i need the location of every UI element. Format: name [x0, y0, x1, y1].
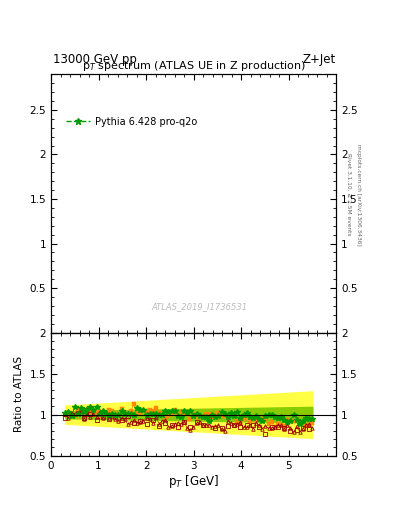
- Text: Z+Jet: Z+Jet: [303, 53, 336, 66]
- Legend: Pythia 6.428 pro-q2o: Pythia 6.428 pro-q2o: [62, 113, 201, 131]
- Text: Rivet 3.1.10, ≥ 2.5M events: Rivet 3.1.10, ≥ 2.5M events: [346, 153, 351, 236]
- Y-axis label: Ratio to ATLAS: Ratio to ATLAS: [14, 356, 24, 432]
- Text: ATLAS_2019_I1736531: ATLAS_2019_I1736531: [151, 302, 247, 311]
- Title: p$_{T}$ spectrum (ATLAS UE in Z production): p$_{T}$ spectrum (ATLAS UE in Z producti…: [81, 59, 306, 73]
- X-axis label: p$_{T}$ [GeV]: p$_{T}$ [GeV]: [168, 473, 219, 490]
- Text: 13000 GeV pp: 13000 GeV pp: [53, 53, 137, 66]
- Text: mcplots.cern.ch [arXiv:1306.3436]: mcplots.cern.ch [arXiv:1306.3436]: [356, 144, 361, 245]
